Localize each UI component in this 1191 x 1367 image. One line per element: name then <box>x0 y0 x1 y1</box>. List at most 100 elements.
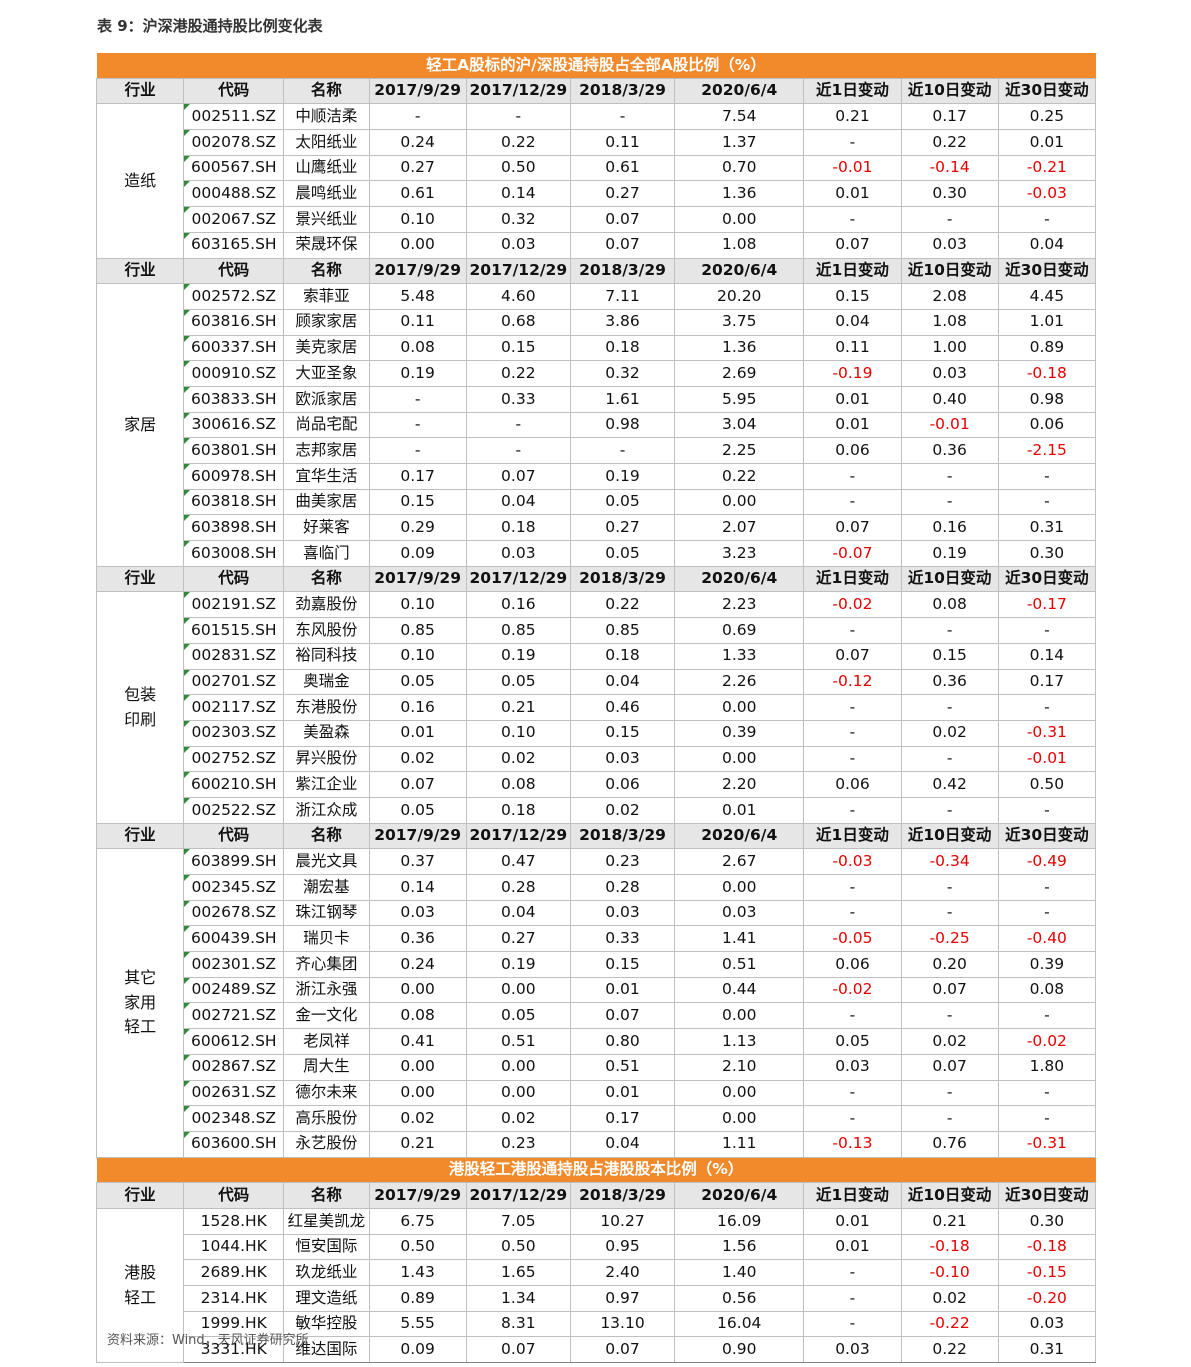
stock-name: 瑞贝卡 <box>283 925 370 953</box>
ratio-2020-06-04: 0.39 <box>674 719 805 747</box>
ratio-2017-12-29: 0.51 <box>465 1028 571 1055</box>
ratio-2018-03-29: 0.33 <box>569 925 676 953</box>
stock-code: 002067.SZ <box>183 206 285 233</box>
stock-code: 002191.SZ <box>183 591 285 619</box>
change-10d: - <box>900 796 999 824</box>
change-30d: 0.39 <box>997 951 1097 978</box>
column-header: 近10日变动 <box>900 77 999 105</box>
column-header: 名称 <box>283 77 370 105</box>
ratio-2017-12-29: 0.04 <box>465 899 571 927</box>
change-10d: - <box>900 617 999 644</box>
ratio-2017-09-29: 0.37 <box>368 848 467 875</box>
ratio-2018-03-29: 0.06 <box>569 771 676 798</box>
change-30d: -0.18 <box>997 360 1097 387</box>
ratio-2017-12-29: 0.23 <box>465 1130 571 1158</box>
ratio-2017-09-29: 0.11 <box>368 308 467 336</box>
stock-name: 中顺洁柔 <box>283 103 370 131</box>
column-header: 近30日变动 <box>997 565 1097 593</box>
ratio-2018-03-29: 0.22 <box>569 591 676 619</box>
change-1d: - <box>803 1310 902 1338</box>
stock-name: 维达国际 <box>283 1336 370 1364</box>
ratio-2017-09-29: 0.89 <box>368 1285 467 1312</box>
ratio-2020-06-04: 1.36 <box>674 334 805 362</box>
ratio-2017-12-29: 0.16 <box>465 591 571 619</box>
ratio-2017-12-29: 0.50 <box>465 154 571 182</box>
stock-name: 荣晟环保 <box>283 231 370 259</box>
header-row: 行业 代码 名称 2017/9/29 2017/12/29 2018/3/29 2020/6… <box>95 565 1097 593</box>
change-1d: 0.04 <box>803 308 902 336</box>
ratio-2020-06-04: 1.36 <box>674 180 805 208</box>
stock-code: 2314.HK <box>183 1285 285 1312</box>
ratio-2020-06-04: 5.95 <box>674 385 805 413</box>
stock-code: 603801.SH <box>183 437 285 464</box>
column-header: 名称 <box>283 565 370 593</box>
section-title-row: 港股轻工港股通持股占港股股本比例（%） <box>96 1157 1096 1183</box>
change-1d: -0.02 <box>803 976 902 1004</box>
column-header: 2017/9/29 <box>368 565 467 593</box>
column-header: 2017/12/29 <box>465 77 571 105</box>
change-1d: -0.03 <box>803 848 902 875</box>
change-30d: - <box>997 463 1097 490</box>
stock-code: 600612.SH <box>183 1028 285 1055</box>
section-title: 轻工A股标的沪/深股通持股占全部A股比例（%） <box>96 53 1096 79</box>
column-header: 近1日变动 <box>803 77 902 105</box>
stock-name: 喜临门 <box>283 540 370 567</box>
change-10d: - <box>900 899 999 927</box>
column-header: 近30日变动 <box>997 257 1097 285</box>
table-row: 600567.SH 山鹰纸业 0.27 0.50 0.61 0.70 -0.01 -0.14-… <box>97 154 1097 182</box>
column-header: 2020/6/4 <box>674 565 805 593</box>
change-10d: 1.08 <box>900 308 999 336</box>
stock-name: 珠江钢琴 <box>283 899 370 927</box>
change-1d: 0.07 <box>803 642 902 670</box>
column-header: 名称 <box>283 822 370 850</box>
stock-name: 金一文化 <box>283 1002 370 1030</box>
ratio-2020-06-04: 2.25 <box>674 437 805 464</box>
ratio-2018-03-29: 0.18 <box>569 642 676 670</box>
column-header: 名称 <box>283 257 370 285</box>
change-30d: -0.40 <box>997 925 1097 953</box>
ratio-2018-03-29: 0.05 <box>569 488 676 516</box>
ratio-2017-12-29: - <box>465 103 571 131</box>
column-header: 2018/3/29 <box>569 1182 676 1209</box>
change-10d: 0.02 <box>900 719 999 747</box>
table-row: 其它 家用 轻工 603899.SH 晨光文具 0.37 0.47 0.23 2.67 -0.03… <box>95 848 1097 1158</box>
ratio-2018-03-29: 0.95 <box>569 1233 676 1261</box>
ratio-2020-06-04: 0.01 <box>674 796 805 824</box>
stock-name: 晨光文具 <box>283 848 370 875</box>
change-10d: 0.19 <box>900 540 999 567</box>
ratio-2017-12-29: 0.32 <box>465 206 571 233</box>
stock-code: 000910.SZ <box>183 360 285 387</box>
stock-code: 002522.SZ <box>183 796 285 824</box>
stock-name: 太阳纸业 <box>283 129 370 156</box>
change-1d: - <box>803 206 902 233</box>
ratio-2018-03-29: 0.11 <box>569 129 676 156</box>
change-30d: 0.98 <box>997 385 1097 413</box>
table-row: 2314.HK 理文造纸 0.89 1.34 0.97 0.56-0.02 -0.20 <box>97 1285 1097 1312</box>
change-30d: - <box>997 899 1097 927</box>
stock-code: 002701.SZ <box>183 668 285 696</box>
change-30d: 0.89 <box>997 334 1097 362</box>
ratio-2018-03-29: 0.46 <box>569 694 676 721</box>
change-10d: 0.22 <box>900 129 999 156</box>
change-10d: 2.08 <box>900 283 999 310</box>
industry-cell: 港股 轻工 <box>95 1207 185 1364</box>
stock-code: 002348.SZ <box>183 1105 285 1132</box>
stock-name: 欧派家居 <box>283 385 370 413</box>
stock-code: 603165.SH <box>183 231 285 259</box>
ratio-2017-12-29: 0.85 <box>465 617 571 644</box>
change-30d: 0.14 <box>997 642 1097 670</box>
ratio-2018-03-29: 0.05 <box>569 540 676 567</box>
table-row: 002078.SZ 太阳纸业 0.24 0.22 0.11 1.37-0.22 0.01 <box>97 129 1097 156</box>
stock-code: 002117.SZ <box>183 694 285 721</box>
change-30d: -0.01 <box>997 745 1097 773</box>
table-body: 轻工A股标的沪/深股通持股占全部A股比例（%） 行业 代码 名称 2017/9/29 20… <box>95 53 1097 1364</box>
ratio-2018-03-29: 2.40 <box>569 1259 676 1286</box>
section-title: 港股轻工港股通持股占港股股本比例（%） <box>96 1157 1096 1183</box>
table-row: 600439.SH 瑞贝卡 0.36 0.27 0.33 1.41 -0.05 -0.25 -0… <box>97 925 1097 953</box>
industry-cell: 包装 印刷 <box>95 591 185 824</box>
table-row: 600210.SH 紫江企业 0.07 0.08 0.06 2.20 0.06 0.42 0.5… <box>97 771 1097 798</box>
ratio-2020-06-04: 16.09 <box>674 1207 805 1235</box>
change-30d: 0.50 <box>997 771 1097 798</box>
stock-name: 浙江永强 <box>283 976 370 1004</box>
stock-code: 002301.SZ <box>183 951 285 978</box>
